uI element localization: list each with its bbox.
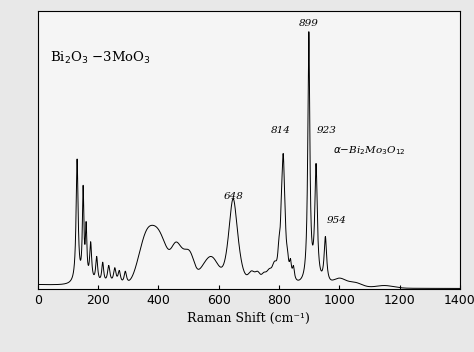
Text: 648: 648	[223, 192, 243, 201]
Text: 814: 814	[271, 126, 291, 135]
Text: 954: 954	[327, 216, 346, 225]
Text: 923: 923	[316, 126, 336, 135]
X-axis label: Raman Shift (cm⁻¹): Raman Shift (cm⁻¹)	[187, 312, 310, 325]
Text: $\alpha$$-$Bi$_2$Mo$_3$O$_{12}$: $\alpha$$-$Bi$_2$Mo$_3$O$_{12}$	[333, 145, 405, 157]
Text: 899: 899	[299, 19, 319, 28]
Text: Bi$_2$O$_3$ $-$3MoO$_3$: Bi$_2$O$_3$ $-$3MoO$_3$	[50, 50, 151, 67]
